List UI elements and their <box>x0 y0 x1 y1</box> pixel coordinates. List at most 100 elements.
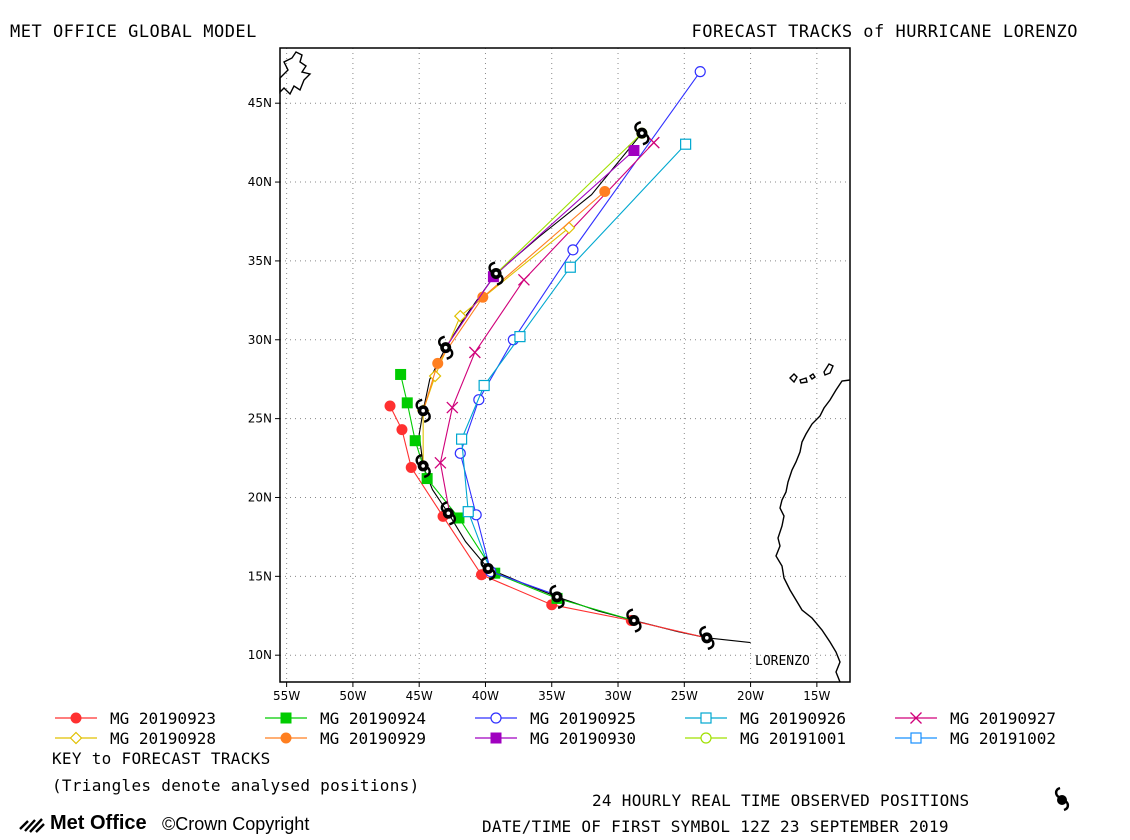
met-office-logo-icon <box>19 817 45 833</box>
coastline-newfoundland <box>279 51 312 96</box>
forecast-point <box>564 261 576 273</box>
forecast-track-line <box>461 143 687 572</box>
legend-item: MG 20190930 <box>475 729 636 748</box>
legend-marker <box>490 732 502 744</box>
legend-item: MG 20190925 <box>475 709 636 728</box>
forecast-point <box>478 379 490 392</box>
legend-label: MG 20190929 <box>320 729 426 748</box>
x-tick-label: 55W <box>273 689 300 703</box>
forecast-point <box>454 447 466 459</box>
observed-position-icon <box>549 584 565 609</box>
y-tick-label: 35N <box>248 254 272 268</box>
legend-item: MG 20190928 <box>55 729 216 748</box>
legend-marker <box>69 731 83 745</box>
forecast-point <box>517 273 530 286</box>
observed-track-line <box>418 132 751 644</box>
legend-label: MG 20191002 <box>950 729 1056 748</box>
legend-marker <box>70 712 82 724</box>
legend-label: MG 20190930 <box>530 729 636 748</box>
legend-item: MG 20190926 <box>685 709 846 728</box>
x-tick-label: 45W <box>406 689 433 703</box>
map-frame <box>279 47 851 683</box>
y-tick-label: 40N <box>248 175 272 189</box>
forecast-point <box>453 512 465 524</box>
legend-item: MG 20191002 <box>895 729 1056 748</box>
x-tick-label: 25W <box>671 689 698 703</box>
forecast-point <box>434 456 447 469</box>
forecast-track <box>456 138 692 572</box>
forecast-track <box>422 186 611 411</box>
forecast-point <box>567 244 579 256</box>
observed-position-icon <box>438 335 454 360</box>
forecast-point <box>428 369 442 383</box>
legend-marker <box>910 712 922 724</box>
header-right-title: FORECAST TRACKS of HURRICANE LORENZO <box>691 22 1078 42</box>
forecast-track <box>395 368 635 622</box>
x-tick-label: 40W <box>472 689 499 703</box>
legend-item: MG 20191001 <box>685 729 846 748</box>
copyright-icon: © <box>162 814 176 834</box>
observed-position-icon <box>626 608 642 633</box>
forecast-point <box>409 435 421 447</box>
legend-marker <box>700 732 712 744</box>
observed-position-icon <box>480 556 496 581</box>
forecast-track-line <box>422 191 606 411</box>
forecast-point <box>396 424 408 436</box>
forecast-point <box>468 346 481 359</box>
forecast-track <box>434 136 660 514</box>
forecast-track-line <box>400 374 635 622</box>
y-tick-label: 15N <box>248 569 272 583</box>
forecast-point <box>680 138 692 150</box>
y-tick-label: 10N <box>248 648 272 662</box>
track-layer <box>384 66 751 651</box>
y-tick-label: 45N <box>248 96 272 110</box>
forecast-point <box>462 506 474 518</box>
forecast-point <box>514 331 526 343</box>
key-title: KEY to FORECAST TRACKS <box>52 749 271 768</box>
legend-label: MG 20190926 <box>740 709 846 728</box>
forecast-point <box>694 66 706 78</box>
axis-layer: 55W 50W 45W 40W 35W 30W 25W 20W 15W 10N 15N 20N 25N 3… <box>248 96 831 703</box>
legend-marker <box>280 712 292 724</box>
forecast-point <box>473 394 485 406</box>
forecast-track-line <box>459 71 701 596</box>
observed-position-icon <box>415 398 431 423</box>
y-tick-label: 25N <box>248 412 272 426</box>
forecast-track-line <box>439 142 655 514</box>
header-left-title: MET OFFICE GLOBAL MODEL <box>10 22 257 42</box>
forecast-track <box>416 221 576 466</box>
forecast-point <box>384 400 396 412</box>
legend-label: MG 20190925 <box>530 709 636 728</box>
forecast-track-line <box>389 405 707 639</box>
x-tick-label: 15W <box>803 689 830 703</box>
x-tick-label: 20W <box>737 689 764 703</box>
legend-marker <box>700 712 712 724</box>
forecast-point <box>432 357 444 369</box>
y-tick-label: 20N <box>248 490 272 504</box>
forecast-point <box>562 221 576 235</box>
grid-layer <box>280 48 850 682</box>
first-symbol-note: DATE/TIME OF FIRST SYMBOL 12Z 23 SEPTEMB… <box>482 817 949 836</box>
forecast-track-line <box>445 150 635 348</box>
legend-label: MG 20190923 <box>110 709 216 728</box>
legend-marker <box>910 732 922 744</box>
x-tick-label: 30W <box>604 689 631 703</box>
forecast-point <box>647 136 660 149</box>
logo-text: Met Office <box>50 812 147 834</box>
legend-item: MG 20190924 <box>265 709 426 728</box>
storm-label: LORENZO <box>755 654 810 669</box>
forecast-track <box>454 66 706 596</box>
observed-position-icon <box>440 501 457 526</box>
x-tick-label: 35W <box>538 689 565 703</box>
legend-item: MG 20190923 <box>55 709 216 728</box>
y-tick-label: 30N <box>248 333 272 347</box>
legend-marker <box>490 712 502 724</box>
met-office-logo: Met Office <box>18 812 147 835</box>
forecast-point <box>405 462 417 474</box>
crown-copyright: ©Crown Copyright <box>162 814 309 835</box>
legend-label: MG 20190924 <box>320 709 426 728</box>
forecast-point <box>599 186 611 198</box>
forecast-track <box>384 400 707 639</box>
observed-positions-note: 24 HOURLY REAL TIME OBSERVED POSITIONS <box>592 791 970 810</box>
